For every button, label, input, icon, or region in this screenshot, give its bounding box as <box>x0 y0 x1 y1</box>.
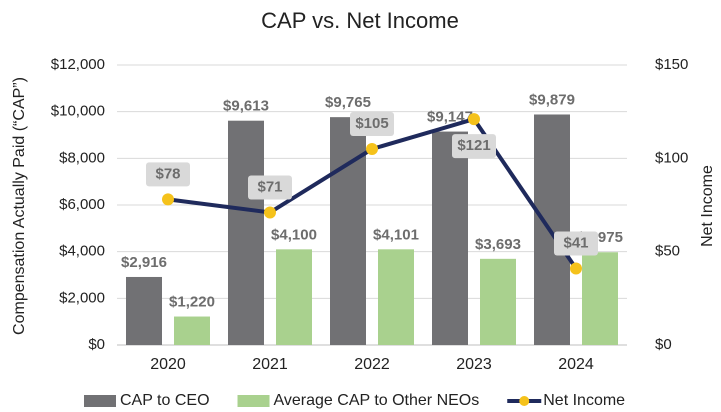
y2-tick-label: $50 <box>655 243 680 260</box>
chart-title: CAP vs. Net Income <box>261 8 459 33</box>
x-tick-label: 2021 <box>252 356 288 373</box>
data-label: $1,220 <box>169 294 215 311</box>
legend-marker <box>519 396 530 406</box>
data-label: $41 <box>563 234 588 251</box>
bar <box>174 316 210 345</box>
y-tick-label: $4,000 <box>59 243 105 260</box>
data-label: $4,100 <box>271 226 317 243</box>
legend-swatch <box>84 395 116 407</box>
line-marker <box>264 206 276 219</box>
bar <box>534 114 570 346</box>
data-label-box <box>146 162 190 187</box>
y2-tick-label: $100 <box>655 149 688 166</box>
data-label-box <box>554 231 598 256</box>
data-label: $3,693 <box>475 236 521 253</box>
legend-swatch <box>237 395 270 407</box>
data-label-box <box>452 134 496 159</box>
data-label: $121 <box>457 137 490 154</box>
y2-tick-label: $0 <box>655 336 672 353</box>
data-label: $78 <box>155 165 180 182</box>
data-label: $4,101 <box>373 226 419 243</box>
bar <box>582 252 618 345</box>
legend-label: Average CAP to Other NEOs <box>274 392 480 409</box>
y-tick-label: $2,000 <box>59 289 105 306</box>
data-label-box <box>350 112 394 136</box>
data-label: $9,879 <box>529 91 575 108</box>
y-tick-label: $8,000 <box>59 149 105 166</box>
x-tick-label: 2024 <box>558 356 594 373</box>
line-marker <box>366 143 378 155</box>
bar <box>228 120 264 346</box>
x-tick-label: 2023 <box>456 356 492 373</box>
data-label: $9,765 <box>325 94 371 111</box>
y-tick-label: $10,000 <box>51 103 105 120</box>
x-tick-label: 2022 <box>354 356 390 373</box>
bar <box>378 249 414 345</box>
line-marker <box>468 113 480 126</box>
data-label: $105 <box>355 115 388 132</box>
bar <box>480 258 516 345</box>
y-tick-label: $12,000 <box>51 56 105 73</box>
y-axis-label: Compensation Actually Paid (“CAP”) <box>11 77 28 335</box>
y2-tick-label: $150 <box>655 56 688 73</box>
y2-axis-label: Net Income <box>699 165 716 247</box>
bar <box>276 249 312 345</box>
y-tick-label: $6,000 <box>59 196 105 213</box>
line-marker <box>162 193 174 206</box>
data-label: $9,613 <box>223 98 269 115</box>
data-label-box <box>248 175 292 200</box>
legend-label: Net Income <box>543 392 625 409</box>
bar <box>432 131 468 345</box>
y-tick-label: $0 <box>88 336 105 353</box>
x-tick-label: 2020 <box>150 356 186 373</box>
legend-label: CAP to CEO <box>120 392 210 409</box>
bar <box>330 117 366 346</box>
line-marker <box>570 262 582 275</box>
data-label: $71 <box>257 178 282 195</box>
bar <box>126 276 162 345</box>
data-label: $2,916 <box>121 254 167 271</box>
